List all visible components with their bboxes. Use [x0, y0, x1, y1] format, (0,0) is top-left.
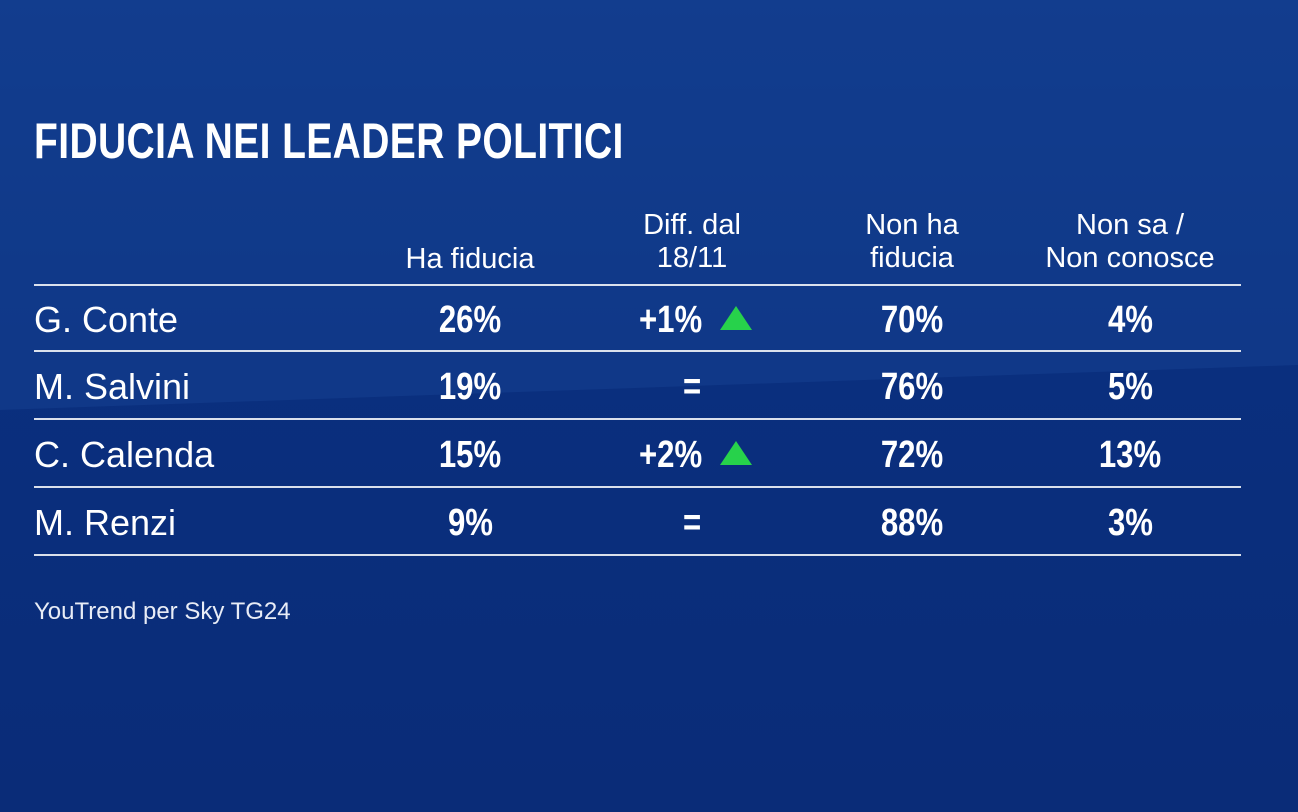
diff-value: =: [682, 502, 702, 544]
table-rule: [34, 486, 1241, 488]
header-ha-fiducia: Ha fiducia: [405, 243, 535, 275]
table-rule: [34, 418, 1241, 420]
up-arrow-icon: [719, 306, 752, 330]
header-non-ha-fiducia: Non ha fiducia: [865, 209, 959, 274]
ha-fiducia-value: 15%: [438, 434, 502, 476]
non-sa-value: 3%: [1107, 502, 1153, 544]
diff-value: +1%: [592, 300, 792, 340]
non-sa-value: 13%: [1098, 434, 1162, 476]
source-credit: YouTrend per Sky TG24: [34, 598, 291, 625]
leader-name: C. Calenda: [34, 434, 215, 475]
header-non-sa: Non sa / Non conosce: [1045, 209, 1215, 274]
leader-name: G. Conte: [34, 299, 179, 340]
non-ha-fiducia-value: 88%: [880, 502, 944, 544]
table-rule: [34, 350, 1241, 352]
table-row: M. Salvini 19% = 76% 5%: [0, 353, 1298, 420]
non-ha-fiducia-value: 70%: [880, 299, 944, 341]
ha-fiducia-value: 9%: [447, 502, 493, 544]
table-row: M. Renzi 9% = 88% 3%: [0, 489, 1298, 556]
table-rule: [34, 284, 1241, 286]
non-sa-value: 5%: [1107, 366, 1153, 408]
up-arrow-icon: [719, 441, 752, 465]
non-ha-fiducia-value: 72%: [880, 434, 944, 476]
page-title: FIDUCIA NEI LEADER POLITICI: [34, 113, 624, 169]
leader-name: M. Renzi: [34, 502, 177, 543]
non-ha-fiducia-value: 76%: [880, 366, 944, 408]
non-sa-value: 4%: [1107, 299, 1153, 341]
table-row: G. Conte 26% +1% 70% 4%: [0, 286, 1298, 353]
table-row: C. Calenda 15% +2% 72% 13%: [0, 421, 1298, 488]
leader-name: M. Salvini: [34, 366, 191, 407]
header-diff: Diff. dal 18/11: [643, 209, 741, 274]
diff-value: =: [682, 366, 702, 408]
table-rule: [34, 554, 1241, 556]
diff-value: +2%: [592, 435, 792, 475]
ha-fiducia-value: 19%: [438, 366, 502, 408]
ha-fiducia-value: 26%: [438, 299, 502, 341]
